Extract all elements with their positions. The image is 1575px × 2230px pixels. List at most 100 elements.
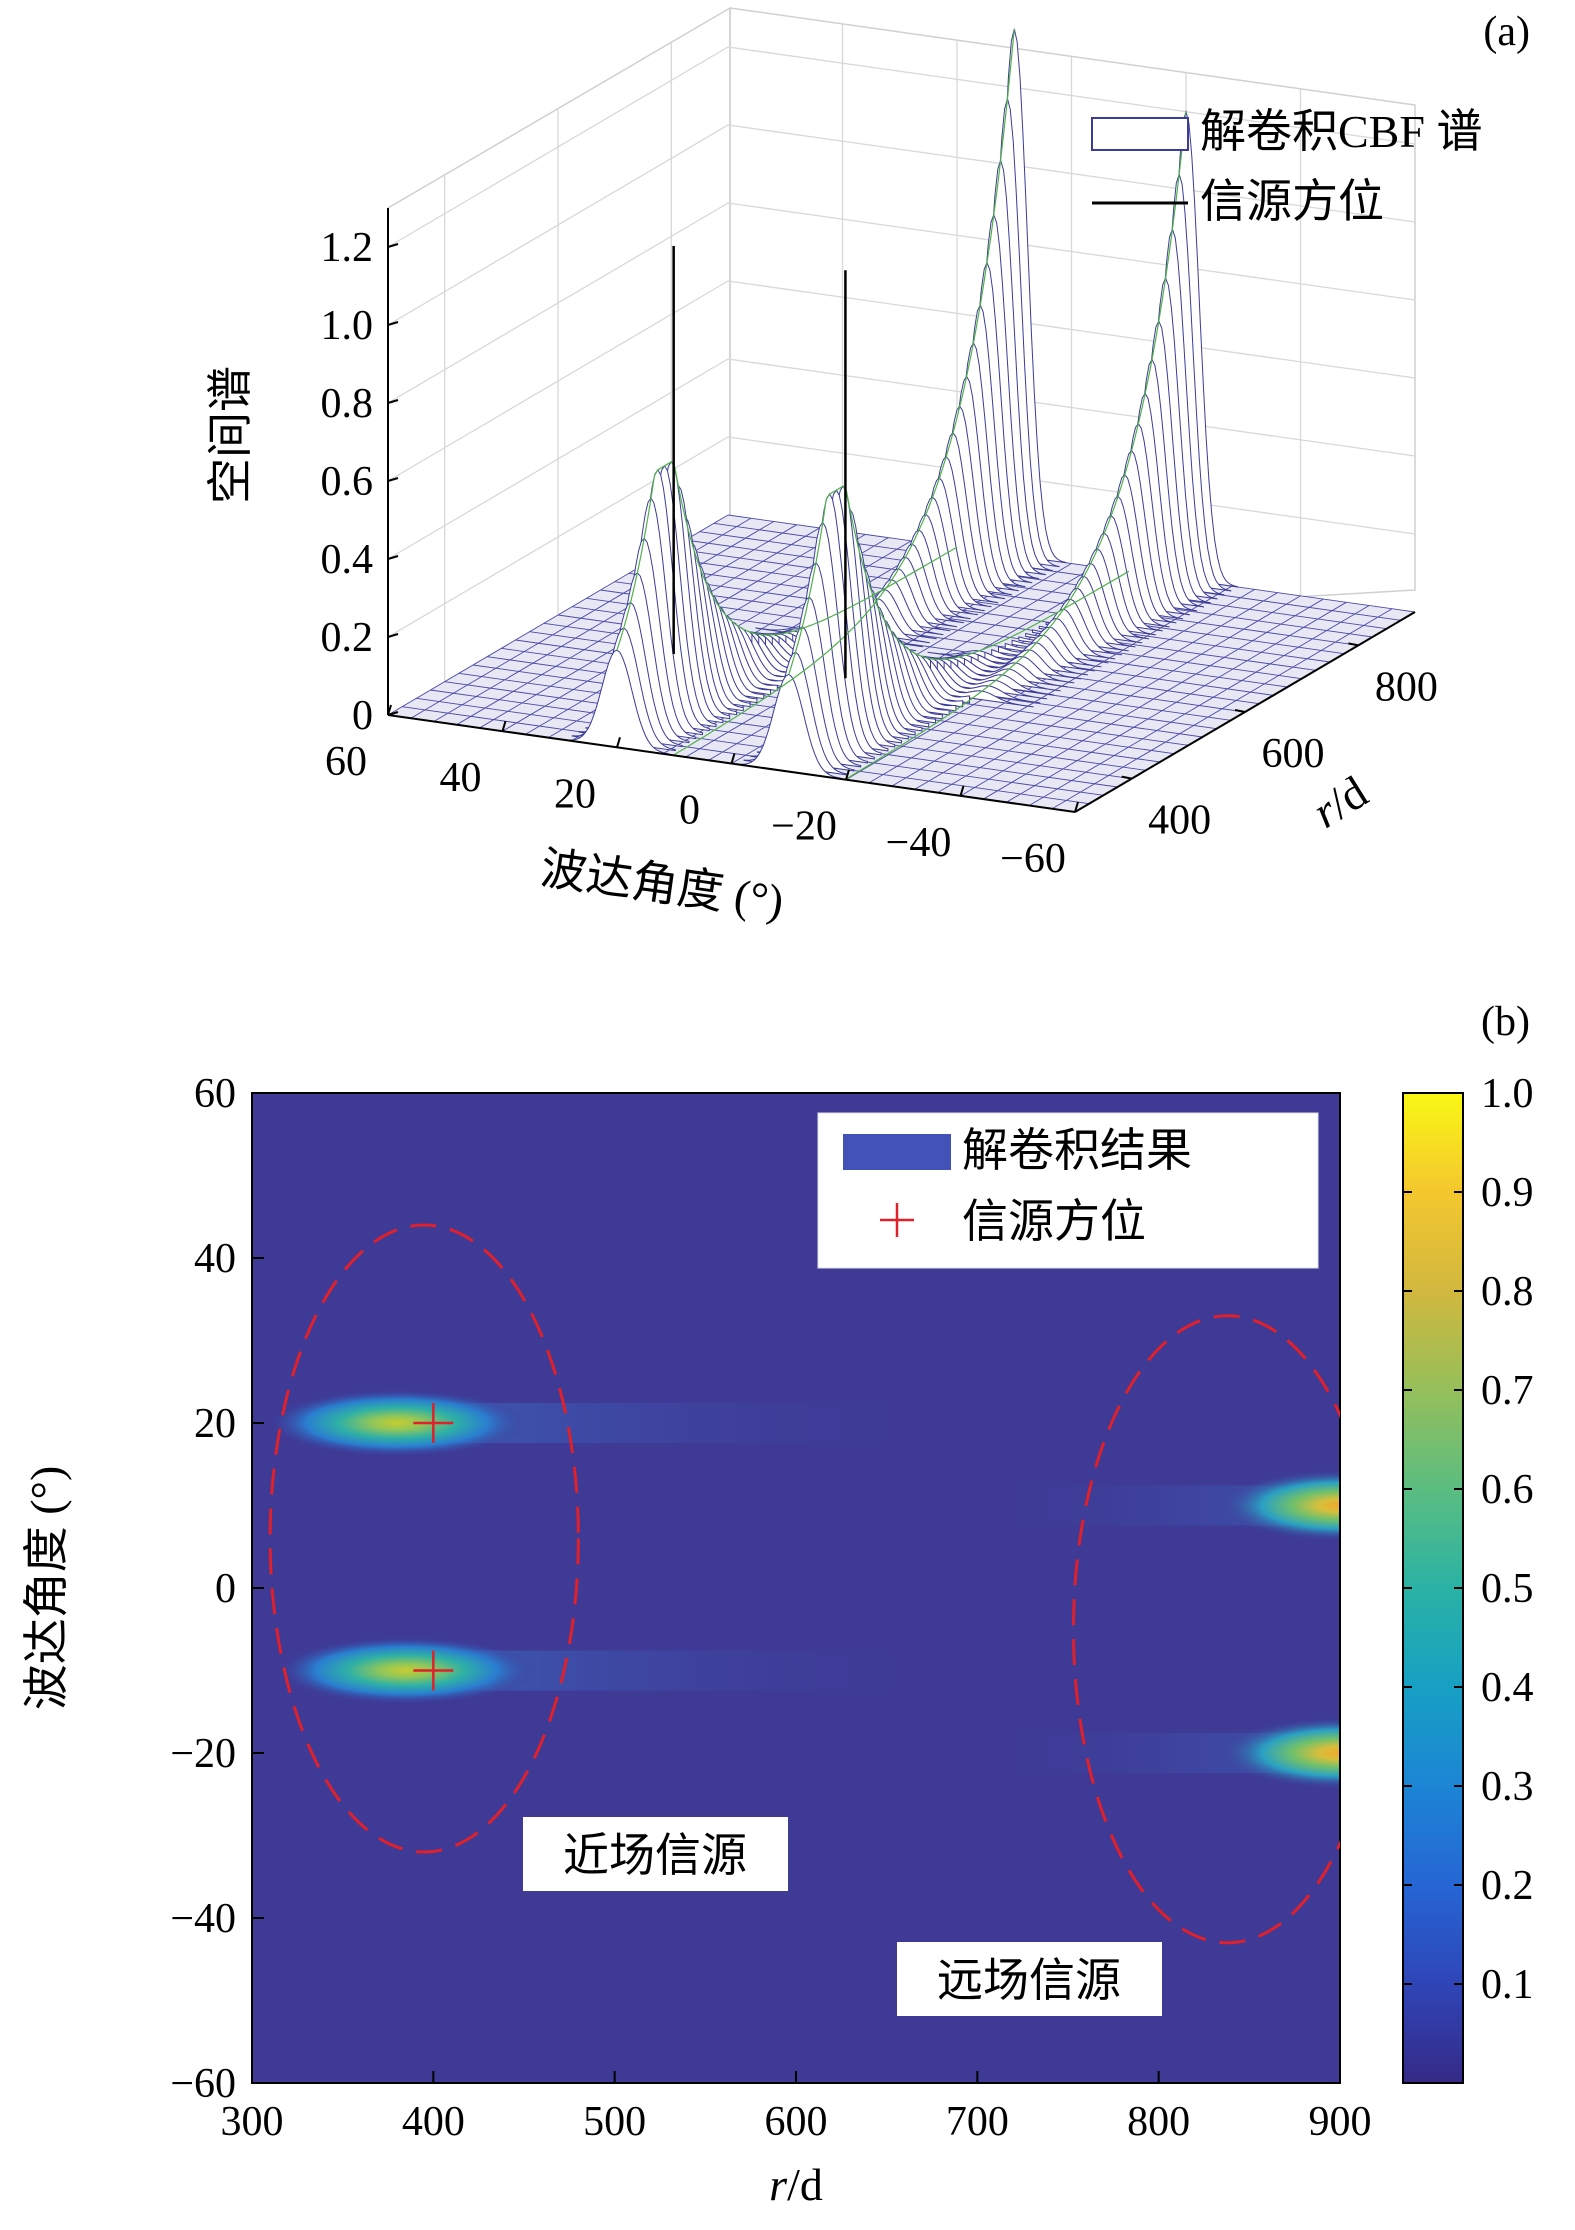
cbar-tick-label-1: 0.9 xyxy=(1481,1170,1534,1216)
b-region-label-box-0 xyxy=(523,1817,788,1891)
z-axis-label: 空间谱 xyxy=(205,366,256,504)
b-y-tick-label-2: 20 xyxy=(194,1401,236,1447)
a-x-tick-label-1: 40 xyxy=(440,755,482,801)
a-wall-gridline-2 xyxy=(387,358,1416,560)
panel-b-label: (b) xyxy=(1481,999,1530,1045)
a-z-tick-label-1: 0.2 xyxy=(321,615,374,661)
a-z-tick-mark-2 xyxy=(387,555,399,560)
heatmap-ticks: 300 400 500 600 700 800 900 60 40 20 0 −20 −40 −60 xyxy=(170,1071,1371,2145)
panel-a-label: (a) xyxy=(1483,9,1530,55)
a-z-tick-label-6: 1.2 xyxy=(321,225,374,271)
b-x-tick-label-2: 500 xyxy=(583,2099,646,2145)
a-floor-line-r xyxy=(402,706,1090,805)
cbar-tick-label-4: 0.6 xyxy=(1481,1467,1534,1513)
a-floor-line-r xyxy=(671,547,1359,646)
b-region-ellipse-1 xyxy=(1071,1314,1340,1945)
a-x-tick-mark-3 xyxy=(730,753,736,764)
b-region-label-1: 远场信源 xyxy=(937,1955,1121,2006)
a-floor-line-r xyxy=(642,564,1331,663)
b-x-tick-label-0: 300 xyxy=(221,2099,284,2145)
cbar-tick-label-7: 0.3 xyxy=(1481,1764,1534,1810)
panel-a-ticks: 0 0.2 0.4 0.6 0.8 1.0 1.2 60 40 20 0 −20 −40 −60 400 60… xyxy=(321,225,1438,882)
legend-a-line-label: 信源方位 xyxy=(1200,176,1384,227)
a-x-tick-mark-0 xyxy=(387,704,392,716)
x-axis-label: 波达角度 (°) xyxy=(538,842,787,927)
a-x-tick-label-5: −40 xyxy=(886,820,952,866)
b-y-tick-label-1: 40 xyxy=(194,1236,236,1282)
b-region-ellipse-0 xyxy=(268,1223,580,1854)
cbar-tick-label-9: 0.1 xyxy=(1481,1962,1534,2008)
legend-a-surface-swatch xyxy=(1091,117,1189,151)
b-blob-0 xyxy=(267,1389,528,1457)
a-floor-line-r xyxy=(699,531,1387,630)
a-x-tick-label-4: −20 xyxy=(771,804,837,850)
cbar-tick-label-6: 0.4 xyxy=(1481,1665,1534,1711)
a-z-tick-mark-0 xyxy=(387,711,399,716)
a-x-tick-label-6: −60 xyxy=(1000,836,1066,882)
panel-a: (a) 0 0.2 0.4 0.6 0.8 1.0 1.2 60 40 20 0 −20 −40 −60 4… xyxy=(205,6,1530,927)
a-z-tick-mark-1 xyxy=(387,633,399,638)
a-x-tick-label-2: 20 xyxy=(554,771,596,817)
b-y-tick-label-3: 0 xyxy=(215,1566,236,1612)
cbar-tick-label-8: 0.2 xyxy=(1481,1863,1534,1909)
legend-b-plus-label: 信源方位 xyxy=(962,1196,1146,1247)
legend-b-plus-swatch xyxy=(880,1203,914,1237)
a-surface-slice-1 xyxy=(736,673,841,780)
b-blob-1 xyxy=(276,1636,537,1705)
colorbar xyxy=(1402,1092,1464,2084)
a-x-tick-mark-2 xyxy=(616,737,621,748)
a-x-tick-label-3: 0 xyxy=(679,788,700,834)
heatmap-y-axis-label: 波达角度 (°) xyxy=(21,1466,72,1711)
b-blob-2 xyxy=(1220,1469,1340,1542)
a-x-tick-mark-4 xyxy=(845,769,850,780)
a-z-tick-label-4: 0.8 xyxy=(321,381,374,427)
heatmap-x-label-rest: /d xyxy=(787,2159,823,2210)
a-z-tick-mark-3 xyxy=(387,477,399,482)
a-x-tick-mark-1 xyxy=(501,720,507,732)
a-y-tick-mark-2 xyxy=(1348,642,1359,647)
a-wall-gridline-3 xyxy=(387,280,1416,482)
a-y-tick-label-1: 600 xyxy=(1262,731,1325,777)
b-y-tick-label-0: 60 xyxy=(194,1071,236,1117)
a-z-tick-label-0: 0 xyxy=(352,693,373,739)
legend-b-patch-label: 解卷积结果 xyxy=(962,1125,1192,1176)
b-y-tick-label-4: −20 xyxy=(170,1731,236,1777)
legend-b-patch-swatch xyxy=(843,1134,951,1170)
heatmap-regions xyxy=(268,1223,1340,1945)
b-x-tick-label-5: 800 xyxy=(1127,2099,1190,2145)
b-source-marker-0 xyxy=(413,1403,454,1443)
colorbar-ticks: 1.0 0.9 0.8 0.7 0.6 0.5 0.4 0.3 0.2 0.1 xyxy=(1403,1071,1534,2008)
b-y-tick-label-5: −40 xyxy=(170,1896,236,1942)
cbar-tick-label-2: 0.8 xyxy=(1481,1269,1534,1315)
a-y-tick-label-2: 800 xyxy=(1375,664,1438,710)
a-z-tick-label-3: 0.6 xyxy=(321,459,374,505)
legend-a-surface-label: 解卷积CBF 谱 xyxy=(1200,106,1482,157)
a-floor-line-r xyxy=(657,556,1345,655)
cbar-tick-label-0: 1.0 xyxy=(1481,1071,1534,1117)
a-x-tick-mark-6 xyxy=(1074,801,1079,813)
a-y-tick-label-0: 400 xyxy=(1148,798,1211,844)
a-floor-line-r xyxy=(685,539,1373,638)
a-z-tick-label-5: 1.0 xyxy=(321,303,374,349)
a-floor-line-r xyxy=(614,581,1302,680)
heatmap-x-axis-label: r/d xyxy=(769,2159,823,2210)
back-wall-right xyxy=(729,7,1416,631)
b-x-tick-label-4: 700 xyxy=(946,2099,1009,2145)
a-wall-gridline-4 xyxy=(387,202,1416,404)
a-peak-crest-3 xyxy=(845,111,1187,780)
panel-a-legend: 解卷积CBF 谱 信源方位 xyxy=(1091,106,1482,227)
a-y-tick-mark-0 xyxy=(1121,775,1132,780)
a-surface-slice-0 xyxy=(565,649,669,756)
a-z-tick-mark-5 xyxy=(387,321,399,326)
heatmap-x-label-italic: r xyxy=(769,2159,788,2210)
a-floor-line-r xyxy=(416,697,1104,796)
a-z-tick-mark-6 xyxy=(387,243,399,248)
a-x-tick-mark-5 xyxy=(959,785,965,797)
panel-b: (b) 300 400 500 600 700 800 900 60 40 20 0 −20 −40 −6… xyxy=(21,999,1534,2210)
b-y-tick-label-6: −60 xyxy=(170,2061,236,2107)
a-floor-line-r xyxy=(628,572,1316,671)
heatmap-blobs xyxy=(267,1389,1340,1789)
b-x-tick-label-1: 400 xyxy=(402,2099,465,2145)
